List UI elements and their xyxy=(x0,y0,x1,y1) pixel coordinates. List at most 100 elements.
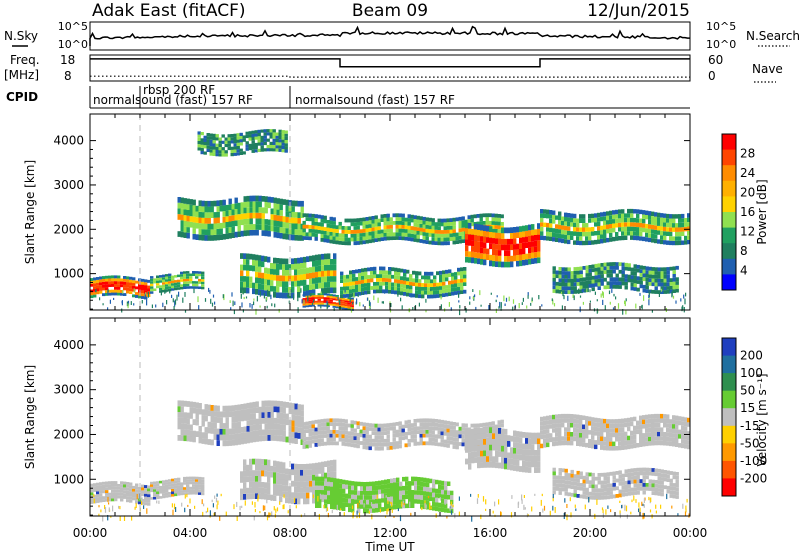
data-cell xyxy=(591,422,594,427)
data-cell xyxy=(312,428,315,432)
data-cell xyxy=(108,487,111,490)
data-cell xyxy=(285,287,288,293)
data-cell xyxy=(385,290,388,294)
data-cell xyxy=(426,236,429,240)
data-cell xyxy=(558,432,561,437)
data-cell xyxy=(327,294,330,296)
data-cell xyxy=(330,438,333,442)
data-cell xyxy=(519,466,522,472)
scatter-point xyxy=(491,293,492,295)
data-cell xyxy=(450,237,453,241)
data-cell xyxy=(298,433,301,439)
data-cell xyxy=(244,409,247,415)
data-cell xyxy=(495,445,498,451)
data-cell xyxy=(342,234,345,238)
data-cell xyxy=(324,288,327,294)
data-cell xyxy=(192,477,195,480)
data-cell xyxy=(597,423,600,428)
data-cell xyxy=(381,489,384,494)
data-cell xyxy=(220,429,223,435)
data-cell xyxy=(222,147,225,150)
data-cell xyxy=(315,481,318,486)
data-cell xyxy=(348,439,351,443)
data-cell xyxy=(627,440,630,445)
data-cell xyxy=(268,412,271,418)
data-cell xyxy=(346,279,349,283)
data-cell xyxy=(546,425,549,430)
data-cell xyxy=(120,499,123,502)
data-cell xyxy=(342,507,345,512)
data-cell xyxy=(336,497,339,502)
data-cell xyxy=(507,245,510,251)
data-cell xyxy=(510,447,513,453)
data-cell xyxy=(534,258,537,264)
data-cell xyxy=(658,275,661,279)
data-cell xyxy=(429,225,432,229)
data-cell xyxy=(168,284,171,287)
data-cell xyxy=(604,492,607,496)
data-cell xyxy=(184,232,187,238)
data-cell xyxy=(667,279,670,283)
data-cell xyxy=(243,135,246,138)
data-cell xyxy=(586,472,589,476)
data-cell xyxy=(373,267,376,271)
data-cell xyxy=(330,236,333,240)
data-cell xyxy=(271,406,274,412)
data-cell xyxy=(318,468,321,474)
data-cell xyxy=(573,423,576,428)
data-cell xyxy=(252,147,255,150)
data-cell xyxy=(277,215,280,221)
data-cell xyxy=(174,283,177,286)
data-cell xyxy=(342,237,345,241)
data-cell xyxy=(622,263,625,267)
data-cell xyxy=(420,426,423,430)
data-cell xyxy=(591,227,594,231)
data-cell xyxy=(586,476,589,480)
data-cell xyxy=(199,235,202,241)
data-cell xyxy=(441,420,444,424)
data-cell xyxy=(648,233,651,237)
data-cell xyxy=(315,226,318,230)
data-cell xyxy=(201,138,204,141)
data-cell xyxy=(318,303,321,305)
data-cell xyxy=(144,491,147,494)
data-cell xyxy=(654,212,657,216)
data-cell xyxy=(129,491,132,494)
data-cell xyxy=(249,134,252,137)
data-cell xyxy=(315,432,318,436)
data-cell xyxy=(396,217,399,221)
data-cell xyxy=(432,419,435,423)
data-cell xyxy=(438,241,441,245)
data-cell xyxy=(655,488,658,492)
data-cell xyxy=(105,484,108,487)
data-cell xyxy=(273,461,276,467)
data-cell xyxy=(202,409,205,415)
data-cell xyxy=(603,446,606,451)
data-cell xyxy=(195,487,198,490)
data-cell xyxy=(340,287,343,291)
data-cell xyxy=(633,222,636,226)
data-cell xyxy=(480,242,483,248)
data-cell xyxy=(141,288,144,291)
data-cell xyxy=(351,428,354,432)
data-cell xyxy=(643,270,646,274)
data-cell xyxy=(486,450,489,456)
data-cell xyxy=(348,303,351,305)
scatter-point xyxy=(161,290,162,296)
data-cell xyxy=(564,217,567,221)
data-cell xyxy=(594,213,597,217)
scatter-point xyxy=(293,294,294,300)
data-cell xyxy=(250,437,253,443)
data-cell xyxy=(426,418,429,422)
data-cell xyxy=(303,426,306,430)
data-cell xyxy=(669,437,672,442)
data-cell xyxy=(333,483,336,488)
data-cell xyxy=(555,419,558,424)
data-cell xyxy=(634,283,637,287)
data-cell xyxy=(342,298,345,300)
colorbar-swatch xyxy=(722,181,736,197)
data-cell xyxy=(276,133,279,136)
data-cell xyxy=(178,435,181,441)
data-cell xyxy=(321,277,324,283)
data-cell xyxy=(444,424,447,428)
